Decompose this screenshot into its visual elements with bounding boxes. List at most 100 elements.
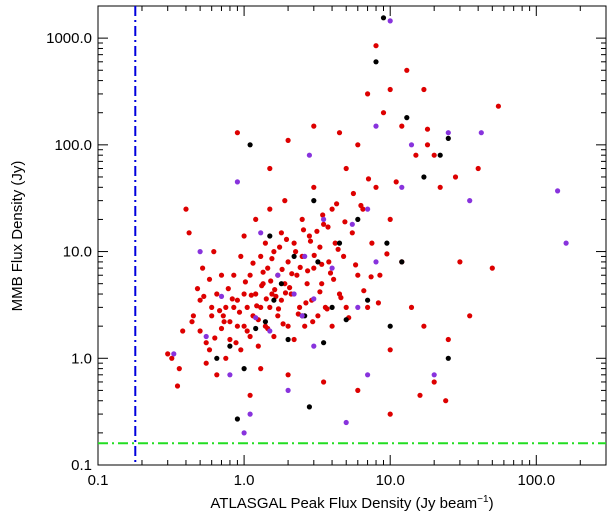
data-point	[200, 265, 206, 271]
data-point	[327, 270, 334, 276]
data-point	[253, 216, 259, 222]
data-point	[248, 292, 254, 298]
data-point	[241, 233, 247, 239]
data-point	[495, 103, 501, 109]
data-point	[475, 165, 481, 172]
data-point	[368, 274, 374, 280]
data-point	[267, 206, 273, 212]
data-point	[241, 323, 247, 329]
data-point	[303, 300, 309, 306]
data-point	[285, 137, 291, 143]
data-point	[234, 179, 240, 185]
data-point	[258, 253, 264, 259]
data-point	[211, 249, 217, 255]
data-point	[291, 240, 297, 246]
data-point	[421, 174, 427, 180]
data-point	[343, 317, 349, 323]
data-point	[223, 304, 229, 310]
data-point	[311, 198, 317, 204]
data-point	[311, 184, 317, 190]
data-point	[197, 297, 203, 303]
data-point	[311, 296, 317, 302]
data-point	[467, 313, 473, 319]
data-point	[361, 288, 367, 294]
data-point	[437, 184, 443, 190]
data-point	[176, 366, 182, 372]
data-point	[247, 411, 253, 417]
x-tick-label: 10.0	[376, 472, 405, 489]
x-axis-label-suffix: )	[489, 495, 494, 512]
data-point	[221, 319, 227, 325]
data-point	[404, 67, 410, 73]
data-point	[214, 372, 220, 378]
data-point	[399, 184, 405, 190]
data-point	[285, 372, 291, 378]
data-point	[431, 379, 437, 385]
data-point	[220, 313, 226, 319]
data-point	[267, 328, 273, 334]
data-point	[223, 355, 229, 361]
data-point	[387, 411, 393, 417]
data-point	[431, 152, 437, 158]
data-point	[255, 343, 261, 349]
data-point	[489, 265, 495, 271]
data-point	[234, 323, 240, 329]
y-tick-label: 0.1	[71, 457, 92, 474]
data-point	[387, 18, 393, 24]
data-point	[399, 123, 405, 129]
data-point	[214, 355, 220, 361]
data-point	[244, 304, 250, 310]
data-point	[336, 240, 343, 246]
data-point	[214, 291, 220, 297]
data-point	[165, 351, 171, 357]
data-point	[194, 286, 201, 292]
data-point	[431, 372, 437, 378]
data-point	[269, 291, 275, 297]
data-point	[269, 256, 275, 262]
data-point	[287, 285, 293, 291]
data-point	[305, 268, 311, 274]
data-point	[291, 253, 297, 259]
data-point	[319, 261, 325, 267]
data-point	[203, 360, 209, 366]
data-point	[555, 188, 561, 194]
x-tick-label: 100.0	[518, 472, 556, 489]
data-point	[329, 206, 335, 212]
data-point	[258, 304, 264, 310]
data-point	[399, 259, 405, 265]
data-point	[300, 227, 307, 233]
data-point	[265, 265, 271, 271]
data-point	[271, 249, 277, 255]
data-point	[247, 142, 253, 148]
plot-frame	[97, 5, 607, 466]
data-point	[365, 304, 371, 310]
data-point	[311, 343, 317, 349]
data-point	[335, 246, 341, 252]
data-point	[254, 303, 260, 309]
data-point	[319, 281, 325, 287]
data-point	[295, 311, 301, 317]
data-point	[355, 387, 361, 393]
data-point	[189, 319, 195, 325]
data-point	[373, 259, 379, 265]
data-point	[563, 240, 569, 246]
data-point	[336, 130, 343, 136]
data-point	[355, 304, 361, 310]
data-point	[306, 152, 312, 158]
data-point	[267, 304, 273, 310]
data-point	[384, 240, 390, 246]
data-point	[307, 238, 314, 244]
data-point	[294, 272, 300, 278]
data-point	[247, 272, 253, 278]
data-point	[262, 240, 268, 246]
data-point	[315, 259, 321, 265]
data-point	[183, 206, 189, 212]
data-point	[279, 266, 285, 272]
data-point	[241, 291, 247, 297]
data-point	[227, 336, 233, 343]
data-point	[259, 283, 265, 289]
data-point	[209, 313, 215, 319]
data-point	[315, 313, 321, 319]
data-point	[282, 290, 289, 296]
data-point	[321, 379, 327, 385]
